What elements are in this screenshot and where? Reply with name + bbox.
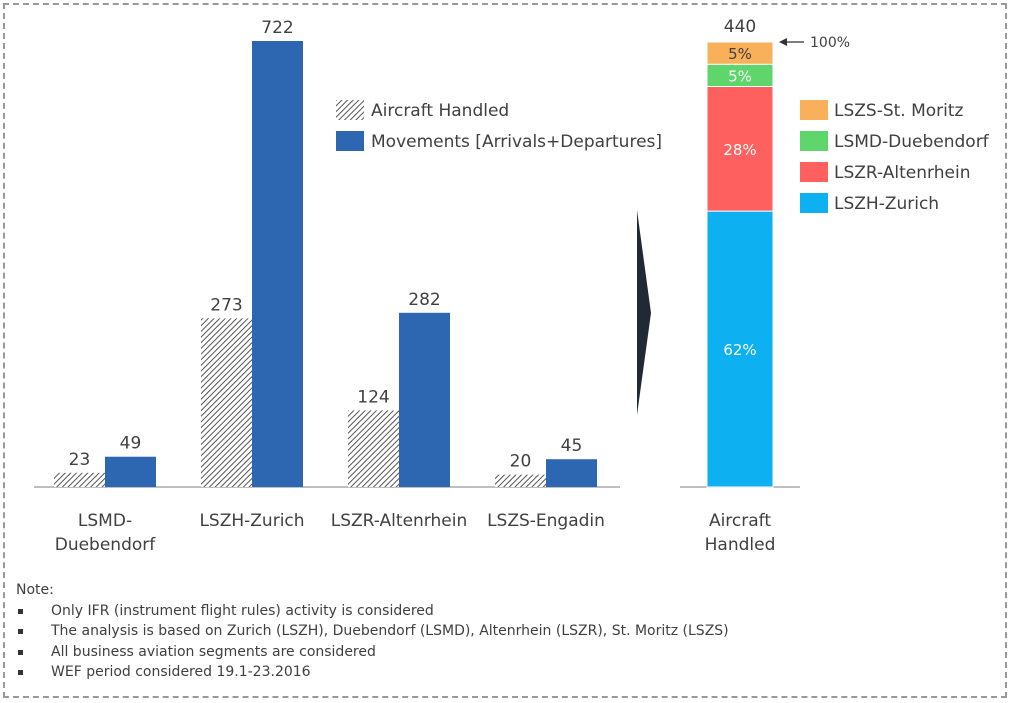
legend-label: Movements [Arrivals+Departures] (371, 132, 662, 152)
legend-swatch (800, 193, 828, 213)
notes-title: Note: (16, 582, 54, 598)
stacked-segment (706, 210, 774, 488)
stacked-segment (706, 86, 774, 212)
category-label: Aircraft Handled (705, 511, 776, 555)
total-label: 440 (724, 17, 756, 37)
stacked-bar-aircraft-handled: 62% 28% 5% 5% 440 100% Aircraft Handled LSZS-St.… (680, 17, 990, 555)
segment-label: 62% (723, 341, 756, 359)
data-label: 282 (408, 290, 440, 310)
note-item: All business aviation segments are consi… (16, 642, 916, 663)
stacked-segment (706, 41, 774, 65)
data-label: 20 (510, 452, 532, 472)
bar-aircraft-handled (348, 410, 399, 487)
category-label: LSZS-Engadin (487, 511, 605, 531)
legend-swatch (800, 162, 828, 182)
legend-swatch (336, 100, 364, 120)
annotation-arrow-icon (779, 38, 787, 46)
data-label: 49 (120, 434, 142, 454)
legend-swatch (800, 100, 828, 120)
bar-chart-airports: 23 49 LSMD-Duebendorf 273 722 LSZH-Zurich 124 2… (34, 18, 662, 555)
note-item: The analysis is based on Zurich (LSZH), … (16, 621, 916, 642)
notes-list: Only IFR (instrument flight rules) activ… (16, 601, 916, 683)
data-label: 273 (210, 295, 242, 315)
legend-label: LSZS-St. Moritz (834, 101, 964, 121)
bar-aircraft-handled (201, 318, 252, 487)
legend-label: LSMD-Duebendorf (834, 132, 990, 152)
category-label: LSZH-Zurich (199, 511, 304, 531)
note-item: WEF period considered 19.1-23.2016 (16, 662, 916, 683)
legend-label: Aircraft Handled (371, 101, 509, 121)
bar-movements (252, 41, 303, 487)
bar-movements (546, 459, 597, 487)
data-label: 23 (69, 450, 91, 470)
bar-aircraft-handled (54, 472, 105, 487)
total-percent-annotation: 100% (810, 35, 850, 51)
legend-swatch (800, 131, 828, 151)
chart-frame (3, 3, 1007, 698)
category-label: LSMD-Duebendorf (55, 511, 157, 555)
segment-label: 5% (728, 67, 752, 85)
note-item: Only IFR (instrument flight rules) activ… (16, 601, 916, 622)
legend-label: LSZH-Zurich (834, 194, 939, 214)
legend-label: LSZR-Altenrhein (834, 163, 970, 183)
legend-swatch (336, 131, 364, 151)
data-label: 124 (357, 387, 389, 407)
bar-aircraft-handled (495, 474, 546, 487)
chevron-arrow-icon (637, 210, 651, 415)
data-label: 722 (261, 18, 293, 38)
segment-label: 5% (728, 45, 752, 63)
category-label: LSZR-Altenrhein (331, 511, 467, 531)
notes-section: Note: Only IFR (instrument flight rules)… (16, 580, 916, 683)
data-label: 45 (561, 436, 583, 456)
bar-movements (105, 456, 156, 487)
bar-movements (399, 312, 450, 487)
segment-label: 28% (723, 141, 756, 159)
